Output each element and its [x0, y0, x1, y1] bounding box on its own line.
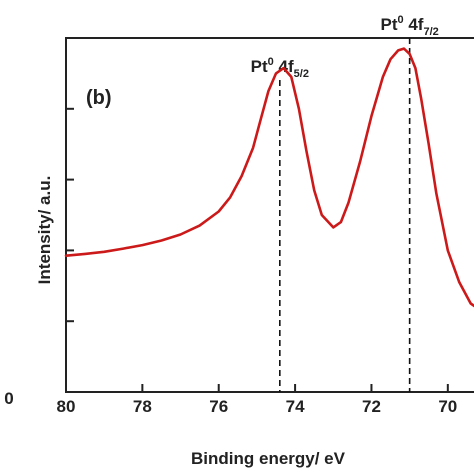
spectrum-line: [64, 47, 474, 308]
y-ticks: [66, 37, 74, 323]
panel-label: (b): [86, 87, 112, 109]
x-axis-title: Binding energy/ eV: [191, 449, 346, 468]
peak-label: Pt0 4f7/2: [381, 14, 439, 38]
x-tick-label-cut: 0: [4, 389, 13, 408]
x-tick-label: 74: [286, 397, 305, 416]
peak-label: Pt0 4f5/2: [251, 56, 309, 80]
x-tick-label: 80: [57, 397, 76, 416]
x-ticks: 80 78 76 74 72 70: [57, 384, 457, 416]
x-tick-label: 70: [438, 397, 457, 416]
x-tick-label: 76: [209, 397, 228, 416]
x-tick-label: 78: [133, 397, 152, 416]
peak-annotations: Pt0 4f5/2 Pt0 4f7/2: [251, 14, 439, 392]
plot-frame: [65, 37, 474, 393]
y-axis-title: Intensity/ a.u.: [35, 176, 54, 285]
x-tick-label: 72: [362, 397, 381, 416]
